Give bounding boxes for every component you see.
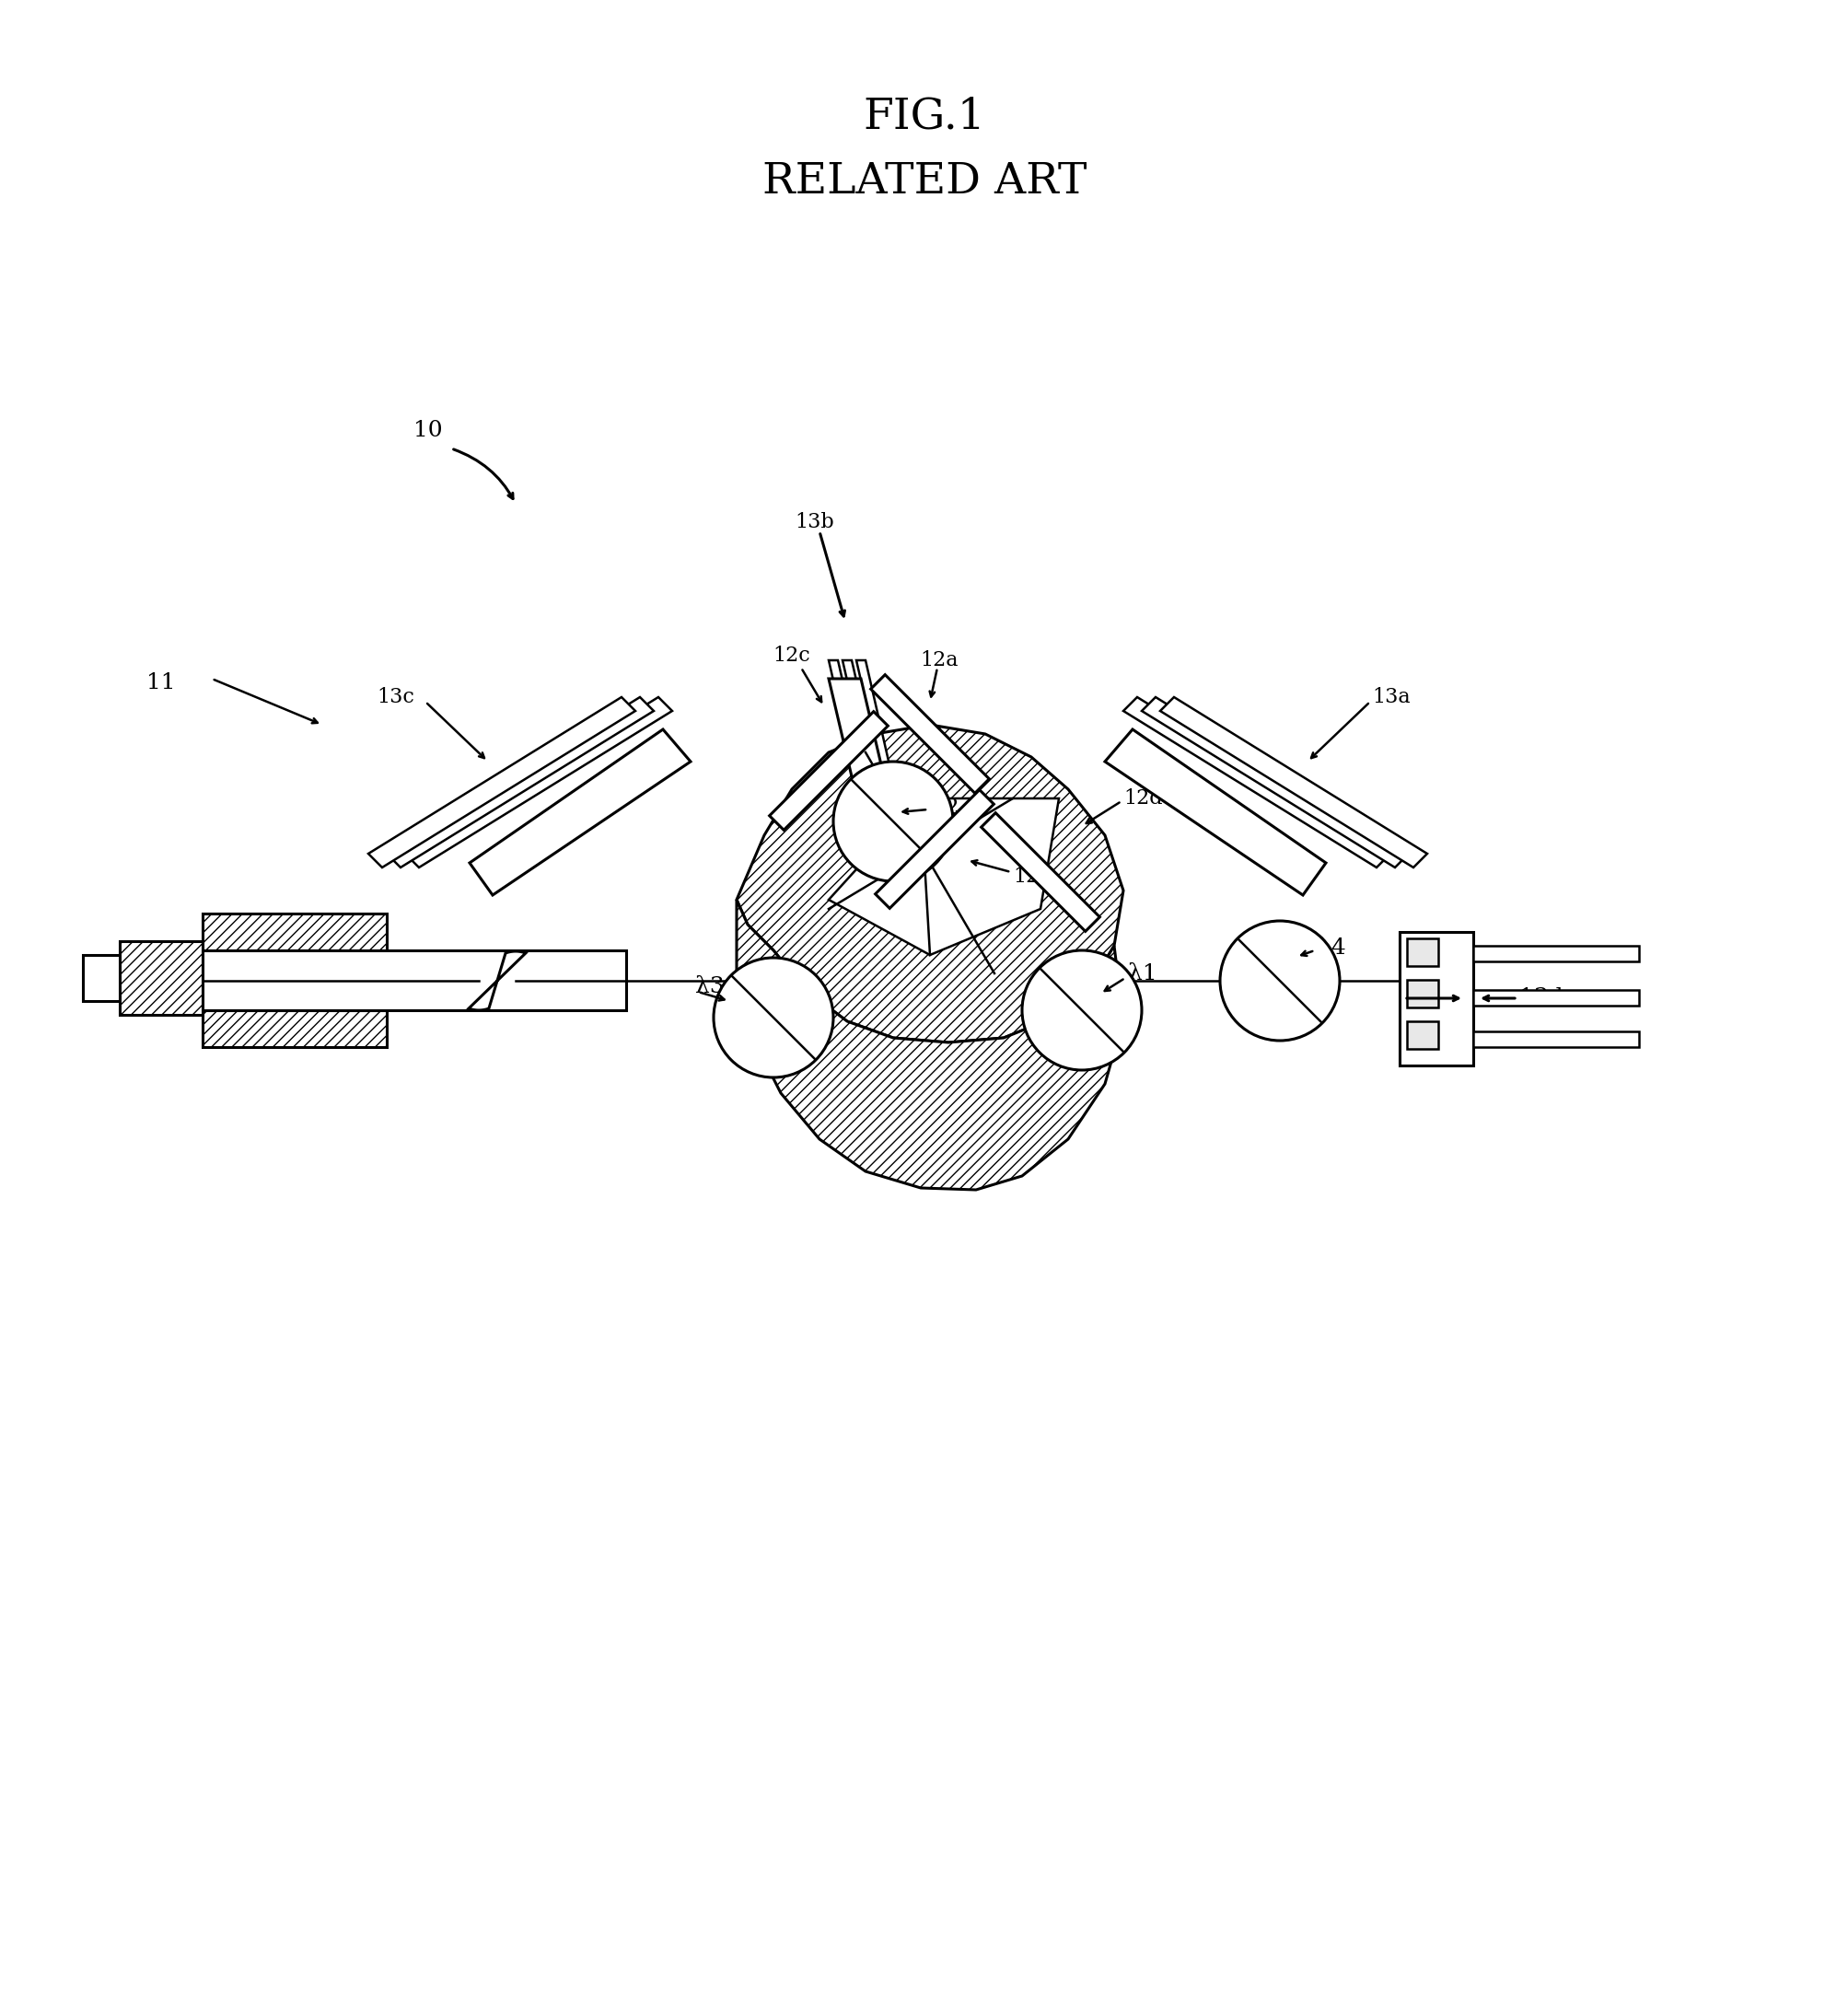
Polygon shape xyxy=(469,729,691,894)
Text: 13d: 13d xyxy=(1519,987,1562,1009)
Polygon shape xyxy=(1406,1021,1438,1049)
Text: 12a: 12a xyxy=(920,651,957,671)
Text: RELATED ART: RELATED ART xyxy=(761,161,1087,201)
Polygon shape xyxy=(1406,939,1438,967)
Polygon shape xyxy=(203,951,626,1011)
Polygon shape xyxy=(828,798,1031,955)
Polygon shape xyxy=(856,661,902,822)
Polygon shape xyxy=(1142,697,1408,868)
Text: 13a: 13a xyxy=(1371,687,1410,707)
Polygon shape xyxy=(469,951,525,1011)
Polygon shape xyxy=(120,941,203,1015)
Text: λ2: λ2 xyxy=(930,798,959,818)
Circle shape xyxy=(833,761,952,882)
Polygon shape xyxy=(920,798,1059,955)
Polygon shape xyxy=(83,955,120,1001)
Polygon shape xyxy=(828,661,874,822)
Polygon shape xyxy=(874,789,994,908)
Polygon shape xyxy=(843,661,889,822)
Text: λ4: λ4 xyxy=(1316,937,1345,959)
Circle shape xyxy=(1022,951,1142,1069)
Text: FIG.1: FIG.1 xyxy=(863,97,985,137)
Polygon shape xyxy=(981,814,1100,930)
Polygon shape xyxy=(1399,932,1473,1065)
Text: 10: 10 xyxy=(414,419,442,441)
Polygon shape xyxy=(1473,947,1637,961)
Text: 12b: 12b xyxy=(1013,866,1052,886)
Circle shape xyxy=(1220,920,1340,1041)
Polygon shape xyxy=(1406,981,1438,1007)
Polygon shape xyxy=(203,914,386,951)
Circle shape xyxy=(713,959,833,1077)
Polygon shape xyxy=(1473,1031,1637,1047)
Polygon shape xyxy=(828,679,898,836)
Polygon shape xyxy=(736,725,1124,1043)
Text: 11: 11 xyxy=(146,673,176,695)
Polygon shape xyxy=(769,711,887,830)
Polygon shape xyxy=(1105,729,1325,894)
Polygon shape xyxy=(386,697,654,868)
Text: 13b: 13b xyxy=(795,512,833,532)
Text: λ3: λ3 xyxy=(695,977,724,997)
Polygon shape xyxy=(1124,697,1390,868)
Text: λ1: λ1 xyxy=(1127,963,1157,985)
Polygon shape xyxy=(1159,697,1427,868)
Text: 13c: 13c xyxy=(377,687,414,707)
Polygon shape xyxy=(1473,991,1637,1005)
Polygon shape xyxy=(368,697,636,868)
Polygon shape xyxy=(736,900,1124,1190)
Polygon shape xyxy=(405,697,673,868)
Text: 12d: 12d xyxy=(1124,787,1162,808)
Text: 12c: 12c xyxy=(772,646,809,667)
Polygon shape xyxy=(870,675,989,794)
Polygon shape xyxy=(203,1011,386,1047)
